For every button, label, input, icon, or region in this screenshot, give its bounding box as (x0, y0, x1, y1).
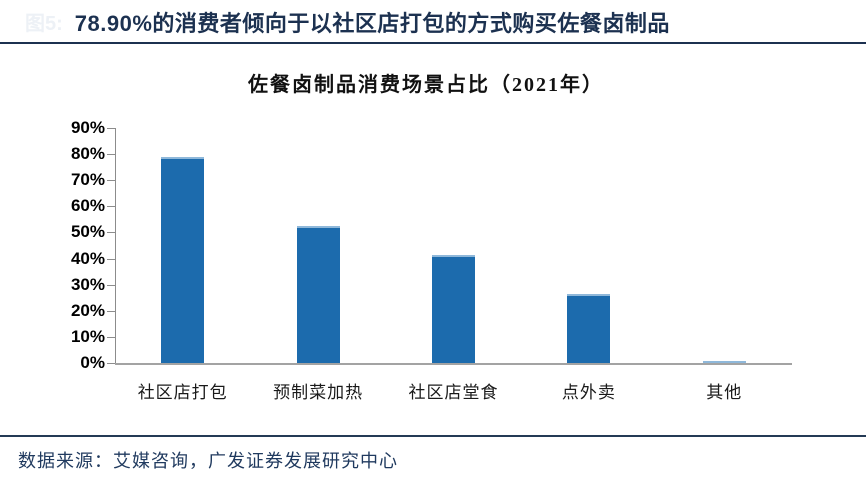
y-axis-tick (107, 310, 115, 312)
x-axis-category-label: 其他 (706, 383, 743, 402)
y-axis-tick-label: 90% (70, 118, 105, 137)
bar-点外卖 (567, 294, 611, 363)
y-axis-tick-label: 30% (70, 274, 105, 294)
bar-预制菜加热 (296, 226, 340, 363)
report-header: 图5: 78.90%的消费者倾向于以社区店打包的方式购买佐餐卤制品 (0, 0, 866, 43)
bar-chart-plot-area: 0% 10% 20% 30% 40% 50% 60% 70% 80% 90% 社区店打包 预制菜加热 社… (70, 118, 792, 402)
figure-number-faint-label: 图5: (25, 13, 63, 35)
data-source-note: 数据来源：艾媒咨询，广发证券发展研究中心 (18, 451, 398, 471)
x-axis-category-label: 点外卖 (561, 383, 616, 402)
x-axis-line (115, 363, 792, 365)
y-axis-tick-label: 80% (70, 144, 105, 164)
y-axis-tick (107, 336, 115, 338)
y-axis-tick (107, 284, 115, 286)
y-axis-tick-label: 70% (70, 170, 105, 190)
y-axis-tick (107, 258, 115, 260)
footer-divider-line (0, 435, 866, 437)
header-divider-line (0, 42, 866, 44)
y-axis-tick-label: 40% (70, 248, 105, 268)
y-axis-line (115, 128, 116, 363)
y-axis-tick (107, 363, 115, 364)
chart-title: 佐餐卤制品消费场景占比（2021年） (248, 74, 604, 96)
y-axis-tick (107, 180, 115, 182)
bar-其他 (702, 361, 746, 363)
y-axis-tick-label: 10% (70, 326, 105, 346)
bar-社区店堂食 (432, 255, 475, 363)
y-axis-tick-label: 60% (70, 196, 105, 216)
y-axis-tick-label: 50% (70, 222, 105, 242)
y-axis-tick (107, 232, 115, 234)
y-axis-tick (107, 128, 115, 129)
y-axis-tick-label: 20% (70, 300, 105, 320)
x-axis-category-label: 预制菜加热 (273, 383, 364, 402)
page-title: 78.90%的消费者倾向于以社区店打包的方式购买佐餐卤制品 (74, 10, 670, 36)
y-axis-tick-label: 0% (80, 353, 105, 372)
bar-社区店打包 (161, 157, 205, 363)
y-axis-tick (107, 206, 115, 208)
x-axis-category-label: 社区店堂食 (408, 383, 499, 402)
y-axis-tick (107, 154, 115, 156)
x-axis-category-label: 社区店打包 (137, 383, 228, 402)
